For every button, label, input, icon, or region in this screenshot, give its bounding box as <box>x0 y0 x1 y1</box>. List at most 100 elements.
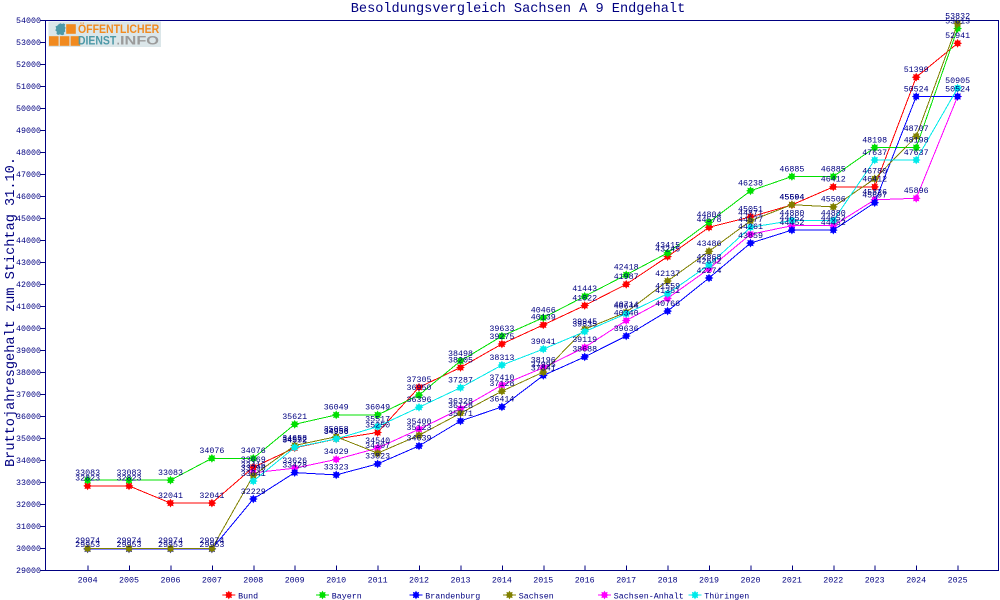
svg-text:33083: 33083 <box>117 468 142 478</box>
svg-text:46412: 46412 <box>821 175 846 185</box>
svg-text:2007: 2007 <box>202 575 222 585</box>
svg-text:46000: 46000 <box>16 192 41 202</box>
svg-text:39945: 39945 <box>572 317 597 327</box>
svg-text:36049: 36049 <box>324 403 349 413</box>
svg-text:53000: 53000 <box>16 38 41 48</box>
svg-text:45697: 45697 <box>862 191 887 201</box>
svg-text:Thüringen: Thüringen <box>704 591 749 600</box>
svg-text:2005: 2005 <box>119 575 139 585</box>
svg-text:43000: 43000 <box>16 258 41 268</box>
svg-text:2011: 2011 <box>368 575 388 585</box>
svg-text:42418: 42418 <box>614 263 639 273</box>
svg-text:35621: 35621 <box>282 412 307 422</box>
svg-text:34076: 34076 <box>199 446 224 456</box>
svg-text:.: . <box>117 36 120 48</box>
svg-text:35000: 35000 <box>16 434 41 444</box>
svg-text:37000: 37000 <box>16 390 41 400</box>
svg-text:33000: 33000 <box>16 478 41 488</box>
svg-text:47637: 47637 <box>862 148 887 158</box>
svg-text:42274: 42274 <box>697 266 722 276</box>
svg-text:46885: 46885 <box>779 164 804 174</box>
svg-text:36000: 36000 <box>16 412 41 422</box>
svg-text:Besoldungsvergleich Sachsen A: Besoldungsvergleich Sachsen A 9 Endgehal… <box>351 2 685 17</box>
svg-text:32229: 32229 <box>241 487 266 497</box>
svg-text:44871: 44871 <box>738 209 763 219</box>
svg-text:44452: 44452 <box>821 218 846 228</box>
svg-text:51399: 51399 <box>904 65 929 75</box>
svg-text:Sachsen-Anhalt: Sachsen-Anhalt <box>614 591 684 600</box>
svg-text:32823: 32823 <box>75 474 100 484</box>
svg-text:34956: 34956 <box>324 427 349 437</box>
svg-text:34000: 34000 <box>16 456 41 466</box>
svg-text:40139: 40139 <box>531 313 556 323</box>
svg-text:44577: 44577 <box>738 215 763 225</box>
svg-text:33083: 33083 <box>75 468 100 478</box>
svg-text:37995: 37995 <box>531 360 556 370</box>
svg-text:45594: 45594 <box>779 193 804 203</box>
svg-text:39835: 39835 <box>572 319 597 329</box>
svg-text:34076: 34076 <box>241 446 266 456</box>
svg-text:Bayern: Bayern <box>332 591 362 600</box>
svg-text:43486: 43486 <box>697 239 722 249</box>
svg-text:Bund: Bund <box>238 591 258 600</box>
svg-text:44804: 44804 <box>697 210 722 220</box>
svg-text:32823: 32823 <box>117 474 142 484</box>
svg-text:46238: 46238 <box>738 179 763 189</box>
svg-text:29953: 29953 <box>117 540 142 550</box>
svg-text:34307: 34307 <box>365 441 390 451</box>
svg-text:50524: 50524 <box>904 84 929 94</box>
svg-text:40340: 40340 <box>614 308 639 318</box>
svg-text:45000: 45000 <box>16 214 41 224</box>
svg-text:2021: 2021 <box>782 575 802 585</box>
svg-text:Sachsen: Sachsen <box>519 591 554 600</box>
svg-text:44880: 44880 <box>779 208 804 218</box>
svg-text:39275: 39275 <box>489 332 514 342</box>
svg-text:41559: 41559 <box>655 282 680 292</box>
svg-text:2017: 2017 <box>616 575 636 585</box>
svg-text:53613: 53613 <box>945 16 970 26</box>
svg-text:36328: 36328 <box>448 397 473 407</box>
svg-text:29974: 29974 <box>158 536 183 546</box>
svg-text:45506: 45506 <box>821 195 846 205</box>
svg-text:44578: 44578 <box>697 215 722 225</box>
svg-text:Brandenburg: Brandenburg <box>425 591 480 600</box>
svg-text:44261: 44261 <box>738 222 763 232</box>
svg-text:39636: 39636 <box>614 324 639 334</box>
svg-text:45896: 45896 <box>904 186 929 196</box>
svg-text:40714: 40714 <box>614 300 639 310</box>
svg-text:30000: 30000 <box>16 544 41 554</box>
svg-text:33083: 33083 <box>158 468 183 478</box>
svg-text:38498: 38498 <box>448 349 473 359</box>
svg-text:50000: 50000 <box>16 104 41 114</box>
svg-text:36396: 36396 <box>407 395 432 405</box>
svg-text:44452: 44452 <box>779 218 804 228</box>
svg-text:37287: 37287 <box>448 376 473 386</box>
svg-text:2008: 2008 <box>243 575 263 585</box>
svg-text:41443: 41443 <box>572 284 597 294</box>
svg-text:36414: 36414 <box>489 395 514 405</box>
svg-text:2012: 2012 <box>409 575 429 585</box>
svg-text:42868: 42868 <box>697 253 722 263</box>
svg-text:47637: 47637 <box>904 148 929 158</box>
svg-text:INFO: INFO <box>120 36 159 48</box>
svg-text:38196: 38196 <box>531 356 556 366</box>
svg-text:53832: 53832 <box>945 12 970 22</box>
svg-text:2010: 2010 <box>326 575 346 585</box>
svg-text:44000: 44000 <box>16 236 41 246</box>
svg-text:38313: 38313 <box>489 353 514 363</box>
svg-text:36049: 36049 <box>365 403 390 413</box>
svg-text:2018: 2018 <box>658 575 678 585</box>
svg-text:41987: 41987 <box>614 272 639 282</box>
svg-text:33823: 33823 <box>365 452 390 462</box>
svg-text:2023: 2023 <box>865 575 885 585</box>
svg-text:35771: 35771 <box>448 409 473 419</box>
svg-text:29000: 29000 <box>16 566 41 576</box>
svg-text:2020: 2020 <box>741 575 761 585</box>
svg-text:35250: 35250 <box>365 420 390 430</box>
svg-text:48198: 48198 <box>862 135 887 145</box>
svg-text:54000: 54000 <box>16 16 41 26</box>
svg-text:52941: 52941 <box>945 31 970 41</box>
svg-text:2015: 2015 <box>533 575 553 585</box>
svg-text:47000: 47000 <box>16 170 41 180</box>
svg-text:46885: 46885 <box>821 164 846 174</box>
